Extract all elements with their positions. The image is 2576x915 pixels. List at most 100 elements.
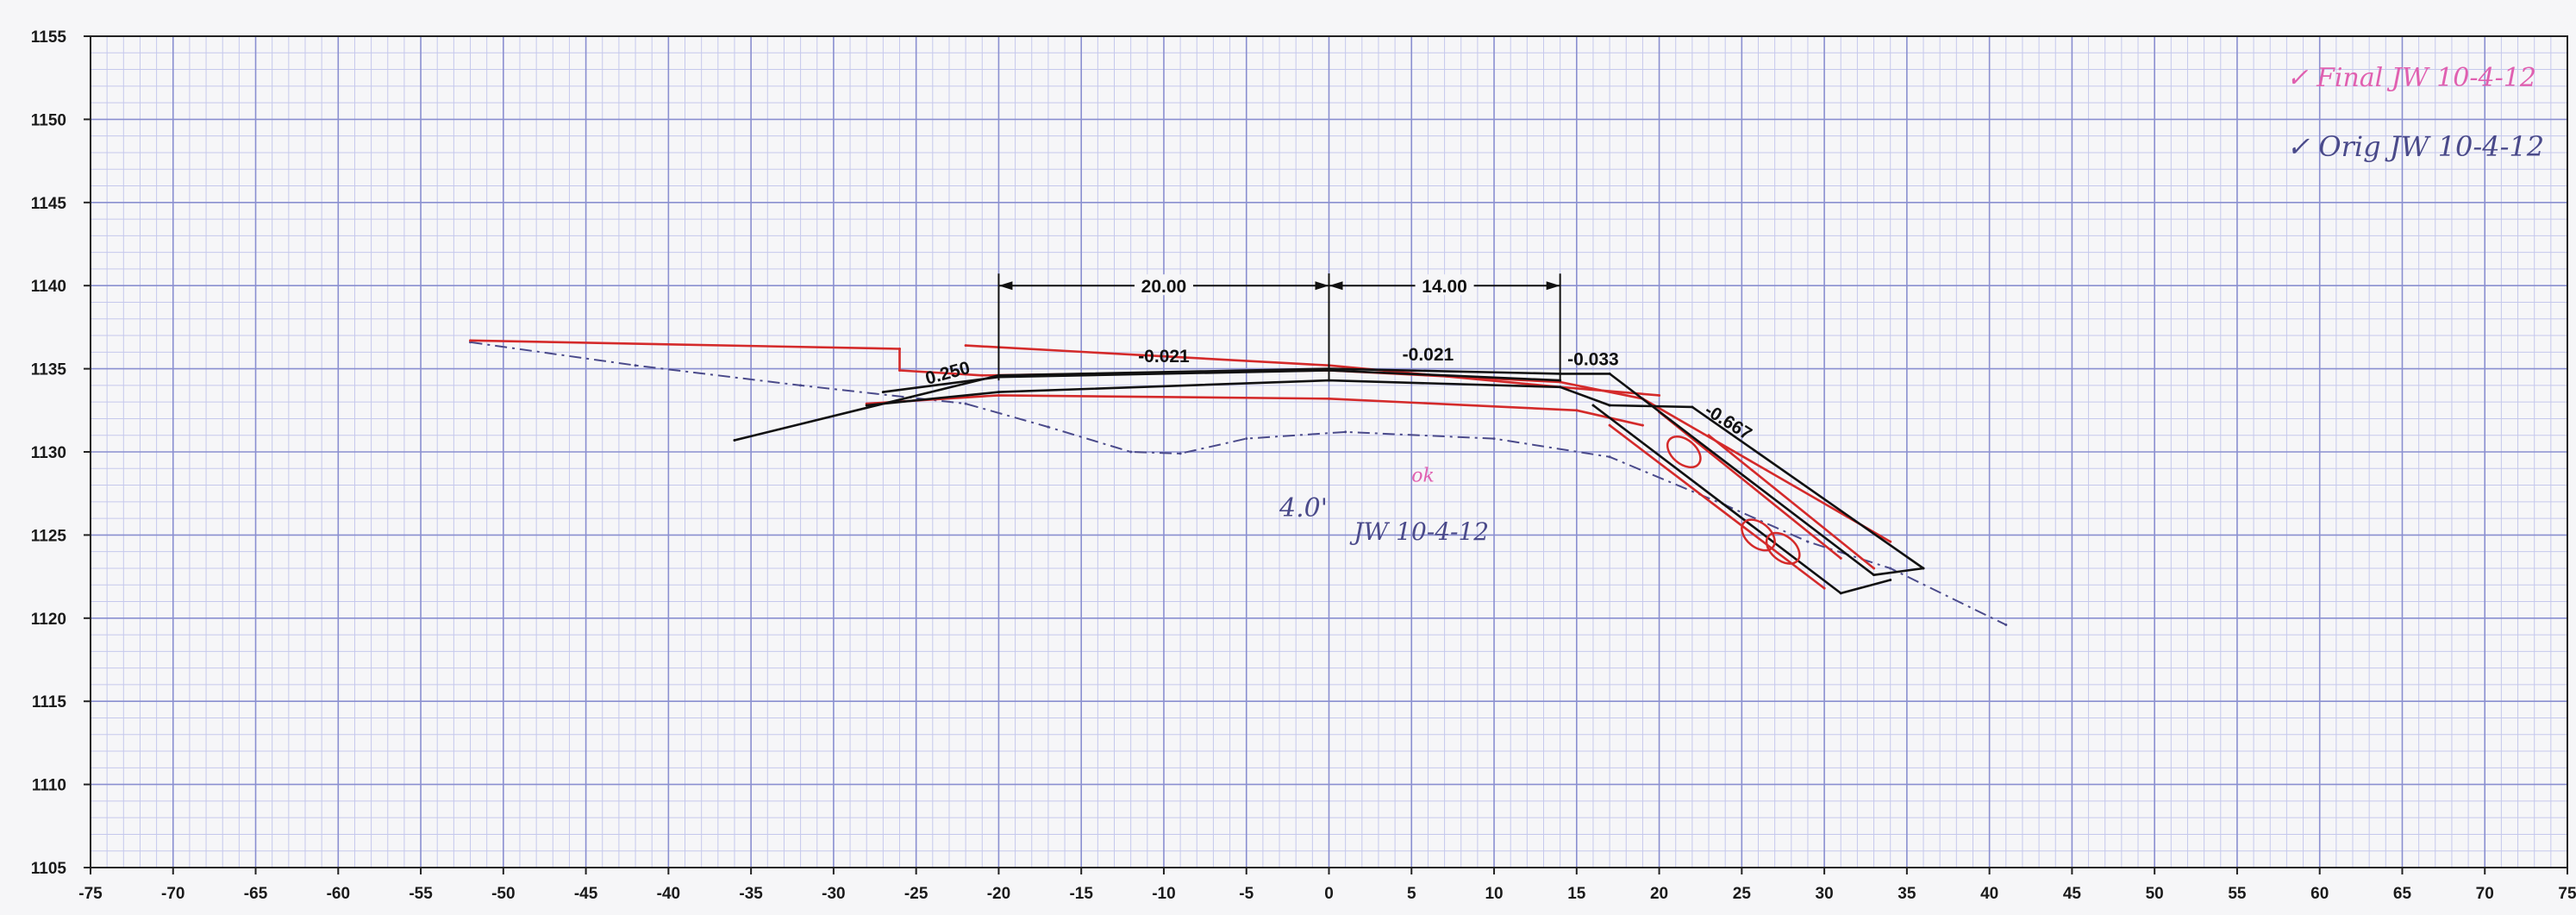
profile-vertex xyxy=(1328,397,1330,400)
x-tick-label: 75 xyxy=(2558,885,2576,903)
profile-vertex xyxy=(980,373,984,377)
x-tick-label: -20 xyxy=(987,885,1010,903)
x-tick-label: 5 xyxy=(1407,885,1416,903)
profile-vertex xyxy=(881,391,885,394)
dimension-arrow xyxy=(1329,281,1343,291)
x-tick-label: 55 xyxy=(2228,885,2247,903)
profile-vertex xyxy=(1922,567,1925,570)
profile-vertex xyxy=(1047,425,1050,429)
x-tick-label: -10 xyxy=(1152,885,1175,903)
profile-vertex xyxy=(1889,567,1892,570)
slope-label: -0.021 xyxy=(1403,345,1454,365)
x-tick-label: 65 xyxy=(2393,885,2412,903)
y-tick-label: 1105 xyxy=(31,860,67,878)
slope-label: -0.033 xyxy=(1567,350,1619,370)
x-tick-label: -30 xyxy=(822,885,845,903)
profile-vertex xyxy=(1691,405,1694,409)
x-tick-label: -70 xyxy=(161,885,184,903)
profile-vertex xyxy=(1873,573,1876,577)
profile-vertex xyxy=(1806,540,1810,543)
profile-vertex xyxy=(1245,437,1248,441)
dimension-lines: 20.00 14.00 xyxy=(997,273,1561,381)
profile-vertex xyxy=(1839,556,1842,560)
x-tick-label: -50 xyxy=(491,885,515,903)
x-tick-label: 50 xyxy=(2146,885,2164,903)
profile-vertex xyxy=(1889,540,1892,543)
y-tick-label: 1140 xyxy=(31,278,66,296)
dimension-label: 20.00 xyxy=(1141,277,1187,297)
profile-vertex xyxy=(1591,404,1595,407)
profile-vertex xyxy=(1575,409,1579,412)
handwritten-notes: ✓ Final JW 10-4-12 ✓ Orig JW 10-4-12 4.0' J… xyxy=(1279,63,2544,546)
y-tick-label: 1155 xyxy=(31,28,67,47)
profile-vertex xyxy=(1873,567,1876,570)
profile-line xyxy=(1609,424,1825,590)
dimension-label-bg xyxy=(1134,274,1193,296)
dimension-arrow xyxy=(998,281,1013,291)
profile-vertex xyxy=(1179,452,1182,455)
profile-vertex xyxy=(1608,404,1611,407)
pipe-symbol xyxy=(1765,531,1801,565)
profile-vertex xyxy=(997,391,1000,394)
x-tick-label: 25 xyxy=(1733,885,1752,903)
x-tick-label: -35 xyxy=(739,885,763,903)
x-tick-label: 35 xyxy=(1898,885,1916,903)
y-tick-label: 1145 xyxy=(31,195,67,213)
y-tick-label: 1120 xyxy=(31,611,66,629)
x-tick-label: -5 xyxy=(1239,885,1254,903)
y-tick-label: 1150 xyxy=(31,111,66,129)
x-tick-label: -60 xyxy=(327,885,350,903)
x-tick-label: 30 xyxy=(1816,885,1834,903)
profile-line xyxy=(1708,434,1875,570)
profile-lines xyxy=(469,339,2008,627)
x-tick-label: -25 xyxy=(904,885,928,903)
profile-line xyxy=(1658,410,1842,560)
handwritten-note: 4.0' xyxy=(1279,493,1328,523)
handwritten-note: ok xyxy=(1411,466,1435,487)
x-tick-label: 60 xyxy=(2310,885,2329,903)
profile-vertex xyxy=(469,339,472,342)
profile-vertex xyxy=(964,402,967,405)
profile-vertex xyxy=(1658,393,1661,397)
handwritten-note: JW 10-4-12 xyxy=(1349,517,1489,546)
y-tick-label: 1125 xyxy=(31,527,67,545)
x-tick-label: 70 xyxy=(2476,885,2494,903)
dimension-label: 14.00 xyxy=(1422,277,1467,297)
x-tick-label: -55 xyxy=(409,885,433,903)
x-tick-label: 20 xyxy=(1650,885,1668,903)
y-tick-label: 1130 xyxy=(31,444,66,462)
profile-vertex xyxy=(1839,592,1842,595)
x-tick-label: -40 xyxy=(657,885,680,903)
profile-vertex xyxy=(733,439,736,442)
profile-vertex xyxy=(1707,434,1710,437)
x-tick-label: -15 xyxy=(1069,885,1093,903)
x-tick-label: -45 xyxy=(574,885,598,903)
profile-vertex xyxy=(865,404,868,407)
x-tick-label: 45 xyxy=(2063,885,2082,903)
profile-vertex xyxy=(898,347,902,350)
profile-vertex xyxy=(1608,372,1611,375)
profile-vertex xyxy=(1492,437,1496,441)
x-tick-label: 15 xyxy=(1567,885,1586,903)
profile-vertex xyxy=(964,344,967,348)
profile-vertex xyxy=(1129,450,1133,454)
dimension-label-bg xyxy=(1415,274,1474,296)
dimension-arrow xyxy=(1546,281,1560,291)
handwritten-note: ✓ Orig JW 10-4-12 xyxy=(2286,130,2544,163)
y-tick-label: 1110 xyxy=(32,777,66,795)
profile-vertex xyxy=(1608,423,1611,427)
profile-vertex xyxy=(1823,586,1826,590)
profile-vertex xyxy=(634,364,637,367)
profile-vertex xyxy=(1559,385,1562,389)
x-tick-label: 0 xyxy=(1324,885,1334,903)
x-tick-label: 10 xyxy=(1485,885,1503,903)
y-tick-label: 1135 xyxy=(31,361,67,379)
pipe-symbol xyxy=(1666,436,1702,468)
profile-vertex xyxy=(1608,455,1611,459)
handwritten-note: ✓ Final JW 10-4-12 xyxy=(2286,63,2536,93)
profile-vertex xyxy=(1641,423,1644,427)
axes: -75 -70 -65 -60 -55 -50 -45 -40 -35 -30 -25 -20 -15-… xyxy=(31,28,2576,903)
pipe-symbol xyxy=(1741,518,1776,552)
